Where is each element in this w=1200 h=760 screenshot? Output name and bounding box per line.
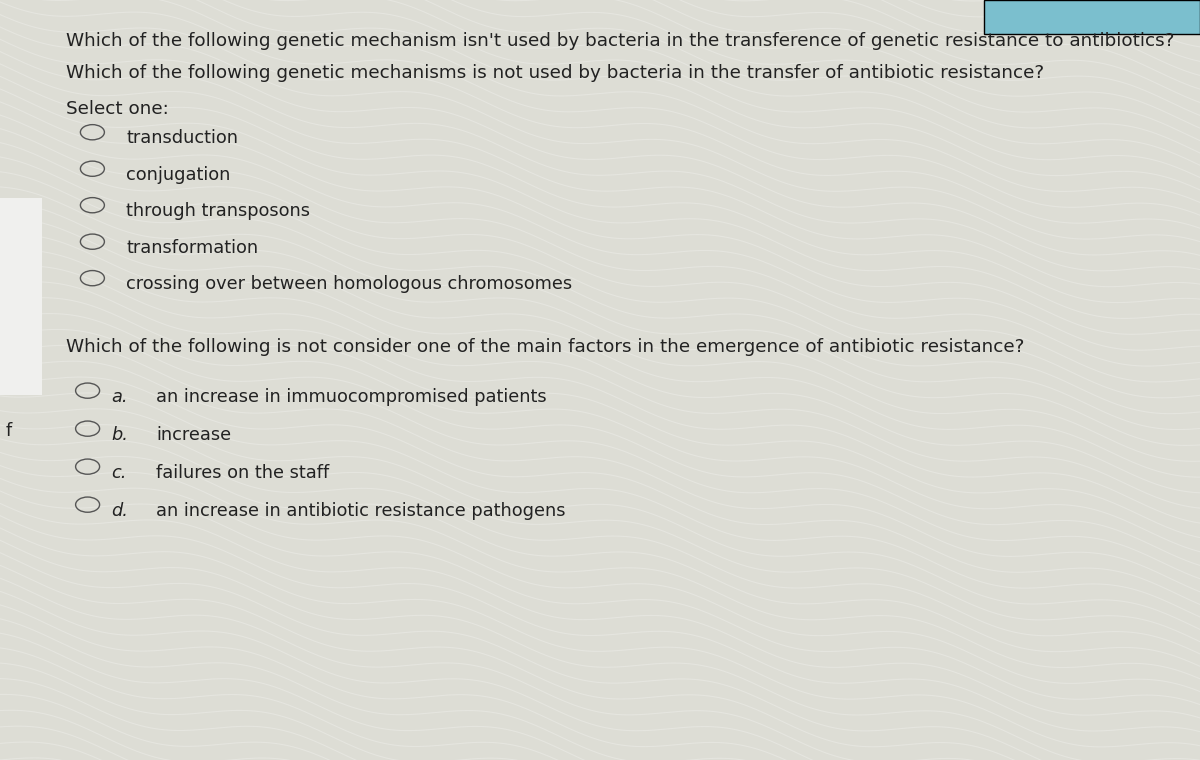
Text: f: f	[6, 422, 12, 440]
Text: an increase in antibiotic resistance pathogens: an increase in antibiotic resistance pat…	[156, 502, 565, 520]
Text: failures on the staff: failures on the staff	[156, 464, 329, 482]
FancyBboxPatch shape	[984, 0, 1200, 34]
Text: Which of the following genetic mechanisms is not used by bacteria in the transfe: Which of the following genetic mechanism…	[66, 64, 1044, 82]
Text: conjugation: conjugation	[126, 166, 230, 184]
Text: Select one:: Select one:	[66, 100, 169, 119]
Text: an increase in immuocompromised patients: an increase in immuocompromised patients	[156, 388, 547, 406]
Text: Which of the following is not consider one of the main factors in the emergence : Which of the following is not consider o…	[66, 338, 1025, 356]
Text: d.: d.	[112, 502, 128, 520]
Text: Which of the following genetic mechanism isn't used by bacteria in the transfere: Which of the following genetic mechanism…	[66, 32, 1175, 50]
Text: b.: b.	[112, 426, 128, 444]
Text: increase: increase	[156, 426, 232, 444]
Text: transduction: transduction	[126, 129, 238, 147]
Text: transformation: transformation	[126, 239, 258, 257]
Text: a.: a.	[112, 388, 128, 406]
FancyBboxPatch shape	[0, 198, 42, 395]
Text: crossing over between homologous chromosomes: crossing over between homologous chromos…	[126, 275, 572, 293]
Text: c.: c.	[112, 464, 127, 482]
Text: through transposons: through transposons	[126, 202, 310, 220]
